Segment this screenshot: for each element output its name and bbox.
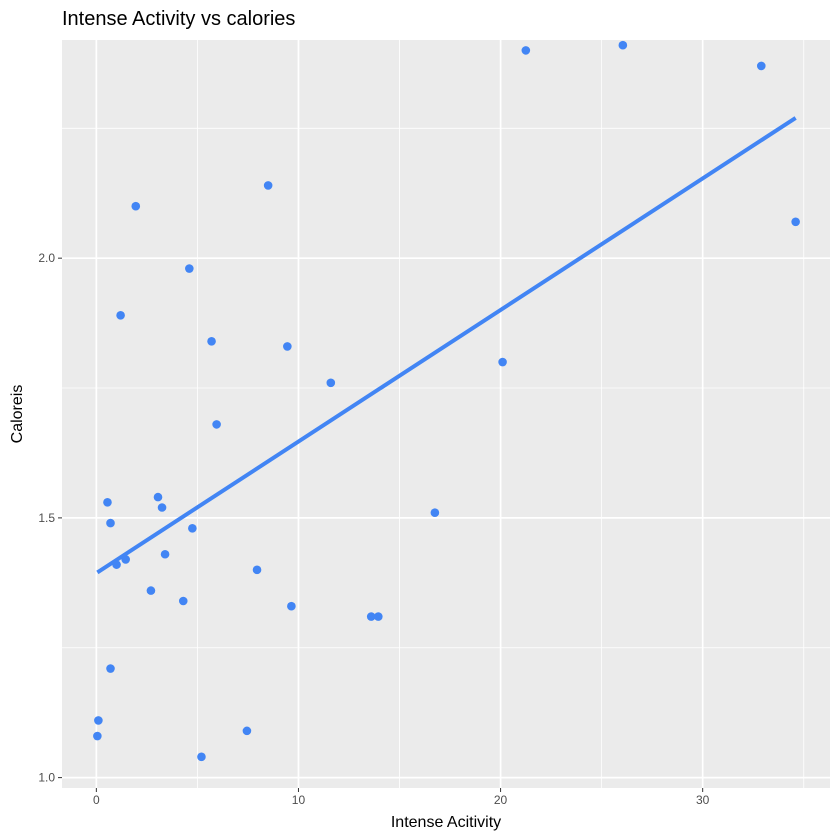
data-point xyxy=(116,311,125,320)
data-point xyxy=(287,601,296,611)
data-point xyxy=(263,181,273,190)
x-tick-label: 20 xyxy=(494,793,508,807)
data-point xyxy=(106,518,115,528)
data-point xyxy=(94,716,103,725)
data-point xyxy=(188,523,197,533)
data-point xyxy=(153,492,163,502)
data-point xyxy=(791,217,800,227)
data-point xyxy=(498,357,507,367)
plot-panel xyxy=(62,40,830,788)
data-points xyxy=(93,40,800,762)
data-point xyxy=(618,40,628,50)
x-axis: 0 10 20 30 xyxy=(93,788,710,807)
trend-line xyxy=(96,116,797,575)
data-point xyxy=(212,420,221,429)
data-point xyxy=(160,549,170,559)
y-tick-label: 1.0 xyxy=(38,771,55,785)
x-tick-label: 0 xyxy=(93,793,100,807)
data-point xyxy=(197,752,206,762)
x-axis-title: Intense Acitivity xyxy=(391,814,501,831)
data-point xyxy=(252,565,262,575)
y-axis-title: Caloreis xyxy=(9,385,26,444)
data-point xyxy=(103,498,112,507)
data-point xyxy=(242,726,252,736)
data-point xyxy=(93,731,102,741)
data-point xyxy=(430,508,440,517)
data-point xyxy=(521,46,531,55)
data-point xyxy=(112,560,121,569)
major-gridlines xyxy=(62,40,830,788)
data-point xyxy=(373,612,383,621)
minor-gridlines xyxy=(62,40,830,788)
data-point xyxy=(131,201,141,211)
data-point xyxy=(146,586,156,595)
data-point xyxy=(283,342,292,351)
data-point xyxy=(207,336,216,346)
x-tick-label: 10 xyxy=(292,793,306,807)
y-tick-label: 2.0 xyxy=(38,251,55,265)
y-tick-label: 1.5 xyxy=(38,511,55,525)
data-point xyxy=(366,612,376,621)
data-point xyxy=(121,555,130,564)
data-point xyxy=(185,264,194,273)
y-axis: 1.0 1.5 2.0 xyxy=(38,251,62,785)
data-point xyxy=(326,378,336,388)
data-point xyxy=(106,664,115,673)
data-point xyxy=(178,596,188,606)
chart-title: Intense Activity vs calories xyxy=(62,8,295,30)
x-tick-label: 30 xyxy=(696,793,710,807)
data-point xyxy=(157,503,167,512)
data-point xyxy=(756,61,766,71)
